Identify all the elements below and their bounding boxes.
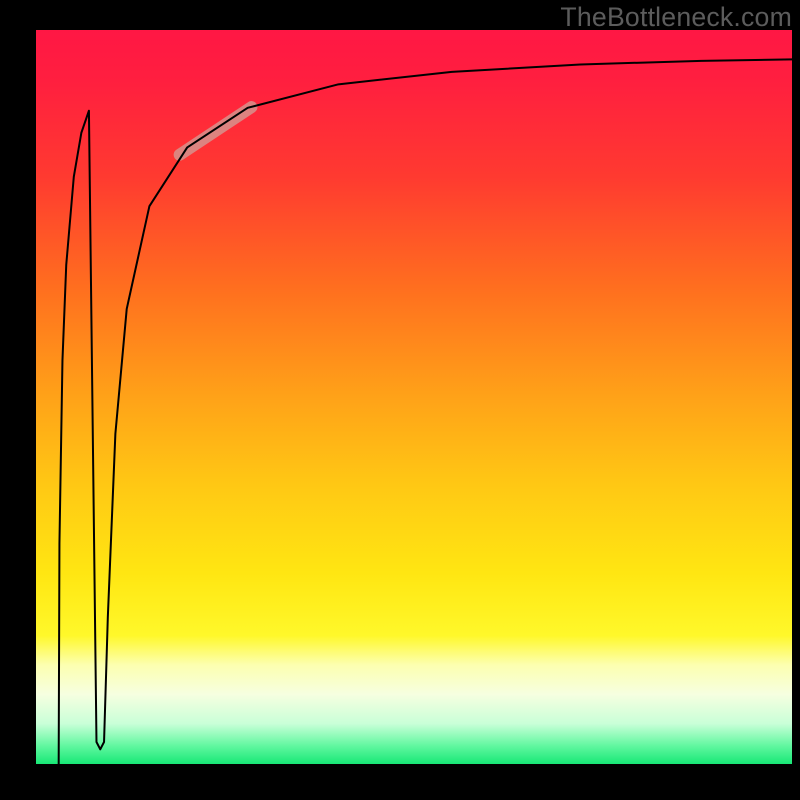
chart-container: TheBottleneck.com <box>0 0 800 800</box>
bottleneck-chart <box>0 0 800 800</box>
plot-gradient-area <box>36 30 792 764</box>
